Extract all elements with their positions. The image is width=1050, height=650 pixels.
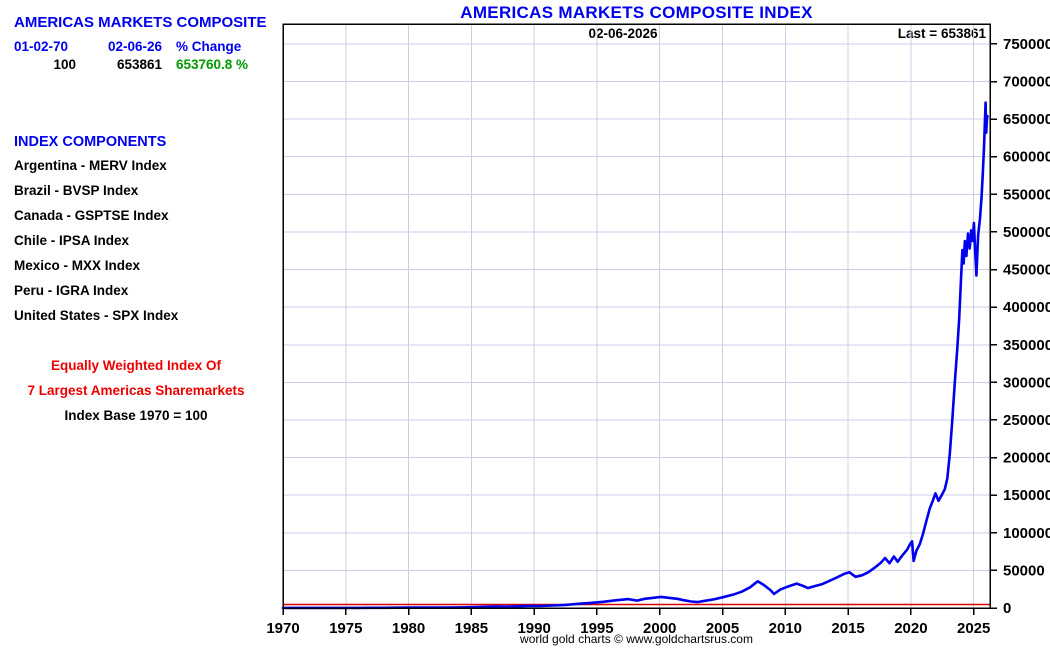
index-component-item: Canada - GSPTSE Index	[14, 208, 169, 223]
y-axis-tick-label: 200000	[1003, 450, 1050, 467]
chart-last-value-label: Last = 653861	[897, 26, 986, 41]
y-axis-tick-label: 500000	[1003, 224, 1050, 241]
index-components-header: INDEX COMPONENTS	[14, 134, 167, 150]
pct-change-header: % Change	[176, 39, 242, 54]
end-date-header: 02-06-26	[107, 39, 162, 54]
x-axis-tick-label: 1995	[580, 620, 613, 637]
plot-border	[282, 23, 991, 609]
note-line-2: 7 Largest Americas Sharemarkets	[27, 383, 245, 398]
index-component-item: Mexico - MXX Index	[14, 258, 141, 273]
chart-title: AMERICAS MARKETS COMPOSITE INDEX	[460, 3, 813, 22]
index-component-item: United States - SPX Index	[14, 308, 179, 323]
y-axis-tick-label: 100000	[1003, 525, 1050, 542]
start-value: 100	[53, 57, 76, 72]
note-base-line: Index Base 1970 = 100	[64, 408, 208, 423]
chart-date-label: 02-06-2026	[588, 26, 658, 41]
index-component-item: Argentina - MERV Index	[14, 158, 167, 173]
y-axis-tick-label: 650000	[1003, 111, 1050, 128]
y-axis-tick-label: 300000	[1003, 374, 1050, 391]
methodology-note: Equally Weighted Index Of 7 Largest Amer…	[5, 353, 267, 428]
y-axis-tick-label: 600000	[1003, 149, 1050, 166]
x-axis-tick-label: 1990	[517, 620, 550, 637]
chart-footer-credit: world gold charts © www.goldchartsrus.co…	[520, 632, 753, 646]
summary-stats-table: 01-02-70 02-06-26 % Change 100 653861 65…	[14, 39, 278, 72]
x-axis-tick-label: 2020	[894, 620, 927, 637]
index-component-item: Chile - IPSA Index	[14, 233, 130, 248]
x-axis-tick-label: 1980	[392, 620, 425, 637]
x-axis-tick-label: 1975	[329, 620, 362, 637]
x-axis-tick-label: 1970	[266, 620, 299, 637]
y-axis-tick-label: 350000	[1003, 337, 1050, 354]
composite-index-line	[281, 101, 989, 610]
x-axis-tick-label: 2005	[706, 620, 739, 637]
x-axis-tick-label: 2000	[643, 620, 676, 637]
panel-title: AMERICAS MARKETS COMPOSITE	[14, 14, 267, 31]
pct-change-value: 653760.8 %	[176, 57, 249, 72]
y-axis-tick-label: 0	[1003, 600, 1011, 617]
y-axis-tick-label: 750000	[1003, 36, 1050, 53]
y-axis-tick-label: 50000	[1003, 562, 1045, 579]
y-axis-tick-label: 450000	[1003, 262, 1050, 279]
x-axis-tick-label: 2025	[957, 620, 990, 637]
index-component-item: Brazil - BVSP Index	[14, 183, 139, 198]
index-components-list: Argentina - MERV Index Brazil - BVSP Ind…	[14, 153, 274, 328]
x-axis-tick-label: 2015	[831, 620, 864, 637]
last-value: 653861	[116, 57, 162, 72]
y-axis-tick-label: 550000	[1003, 186, 1050, 203]
index-component-item: Peru - IGRA Index	[14, 283, 129, 298]
x-axis-tick-label: 2010	[769, 620, 802, 637]
y-axis-tick-label: 700000	[1003, 74, 1050, 91]
y-axis-tick-label: 150000	[1003, 487, 1050, 504]
start-date-header: 01-02-70	[14, 39, 69, 54]
note-line-1: Equally Weighted Index Of	[50, 358, 222, 373]
x-axis-tick-label: 1985	[455, 620, 488, 637]
y-axis-tick-label: 400000	[1003, 299, 1050, 316]
y-axis-tick-label: 250000	[1003, 412, 1050, 429]
